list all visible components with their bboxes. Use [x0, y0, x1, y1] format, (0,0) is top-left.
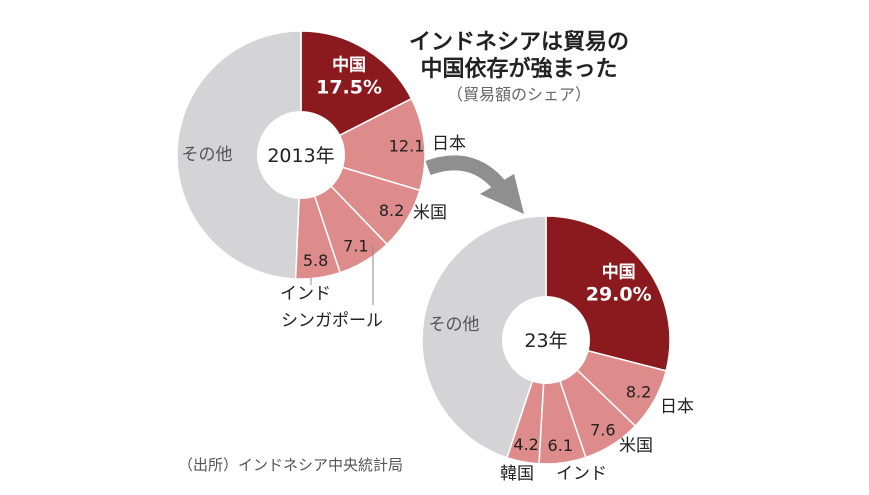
category-label-2013-2: 米国: [413, 203, 447, 223]
category-label-2013-other: その他: [182, 145, 233, 165]
value-label-2013-4: 5.8: [303, 251, 328, 270]
donut-hole-2023: [502, 296, 590, 384]
value-label-2013-3: 7.1: [343, 237, 368, 256]
chart-subtitle: （貿易額のシェア）: [447, 85, 591, 104]
chart-title-line2: 中国依存が強まった: [420, 56, 617, 82]
value-label-2023-1: 8.2: [626, 383, 651, 402]
chart-title-line1: インドネシアは貿易の: [409, 30, 629, 55]
value-label-2013-1: 12.1: [389, 136, 425, 155]
transition-arrowhead-icon: [480, 174, 524, 214]
slice-2013-5: [176, 30, 302, 280]
value-label-2023-2: 7.6: [590, 420, 615, 439]
value-label-2023-0: 29.0%: [586, 284, 652, 306]
category-label-2023-1: 日本: [660, 397, 694, 417]
transition-arrow-icon: [425, 155, 506, 191]
category-label-2023-3: インド: [556, 464, 607, 484]
category-label-2023-4: 韓国: [500, 464, 534, 484]
category-label-2023-0: 中国: [602, 262, 636, 283]
slice-2023-5: [421, 215, 547, 459]
year-label-2013: 2013年: [267, 145, 334, 167]
category-label-2013-1: 日本: [432, 134, 466, 154]
category-label-2023-2: 米国: [619, 436, 653, 456]
category-label-2013-3: シンガポール: [281, 311, 383, 331]
value-label-2023-3: 6.1: [548, 436, 573, 455]
slice-2013-1: [298, 97, 426, 192]
value-label-2013-2: 8.2: [379, 201, 404, 220]
donut-hole-2013: [257, 111, 345, 199]
category-label-2013-4: インド: [280, 284, 331, 304]
source-note: （出所）インドネシア中央統計局: [178, 456, 403, 474]
category-label-2013-0: 中国: [332, 55, 366, 76]
value-label-2023-4: 4.2: [513, 435, 538, 454]
category-label-2023-other: その他: [429, 315, 480, 335]
year-label-2023: 23年: [524, 330, 567, 352]
value-label-2013-0: 17.5%: [316, 77, 382, 99]
